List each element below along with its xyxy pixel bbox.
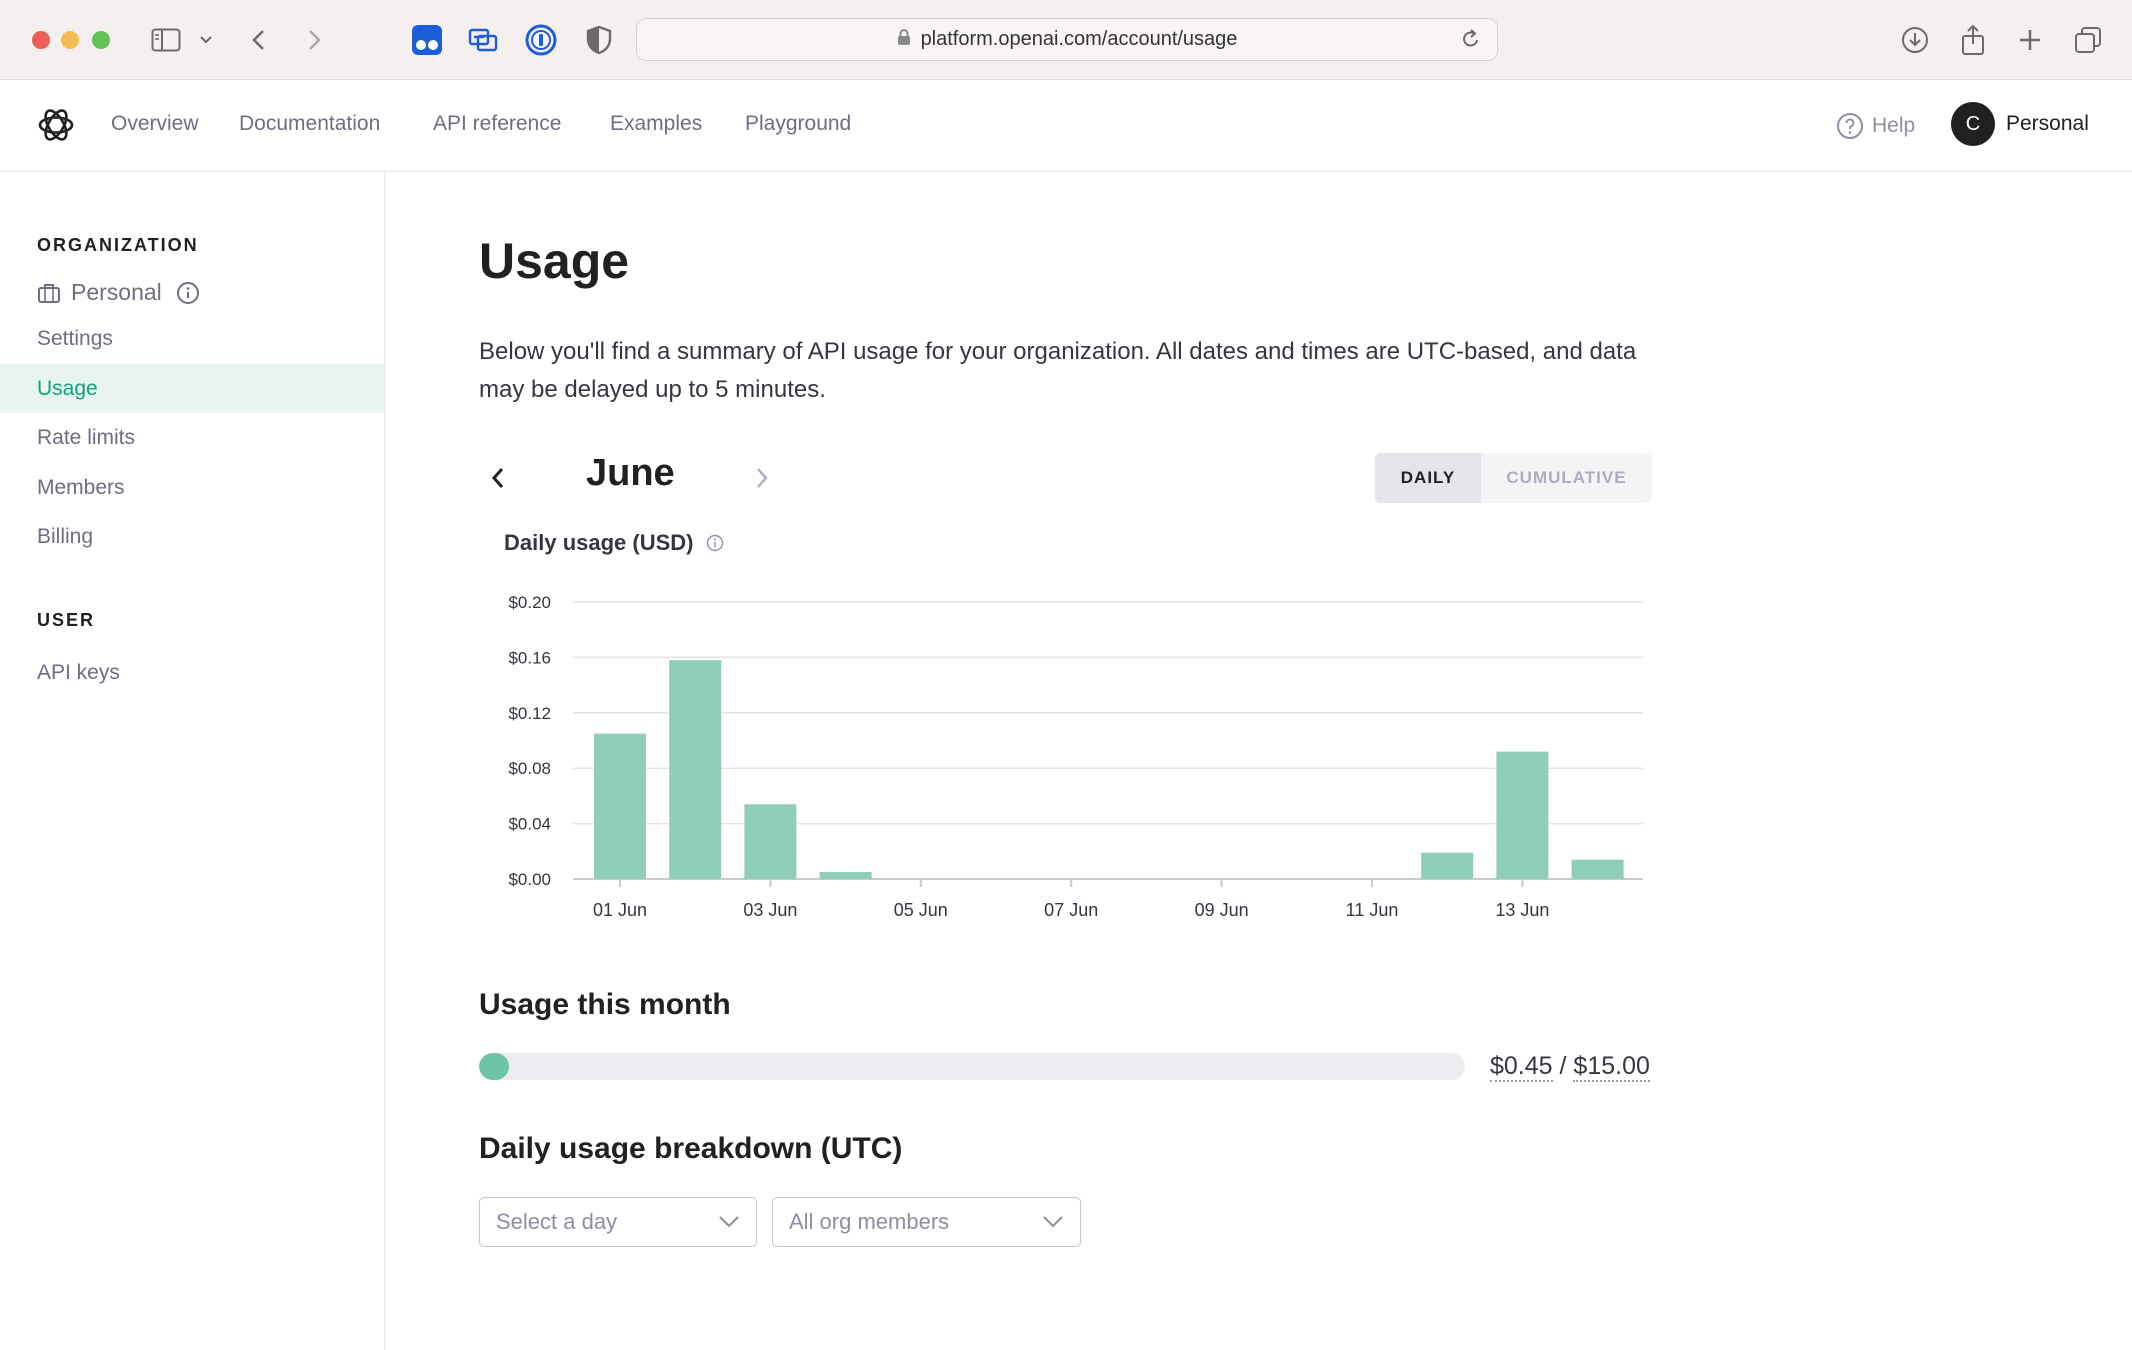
chart-bar (819, 872, 872, 879)
select-day-placeholder: Select a day (496, 1209, 618, 1234)
extension-bitwarden-icon[interactable] (410, 20, 444, 60)
nav-playground[interactable]: Playground (745, 112, 852, 135)
members-dropdown-value: All org members (789, 1209, 950, 1234)
lock-icon (897, 28, 911, 52)
sidebar-toggle-icon[interactable] (148, 20, 184, 60)
sidebar-item-rate-limits[interactable]: Rate limits (37, 425, 136, 449)
x-tick-label: 13 Jun (1495, 900, 1549, 920)
url-text: platform.openai.com/account/usage (920, 28, 1238, 50)
usage-progress-fill (479, 1053, 509, 1080)
window-zoom-button[interactable] (92, 31, 110, 49)
app-header: Overview Documentation API reference Exa… (0, 81, 2132, 172)
y-tick-label: $0.08 (508, 759, 551, 778)
chevron-left-icon (491, 468, 504, 488)
members-dropdown[interactable]: All org members (772, 1197, 1081, 1247)
x-tick-label: 03 Jun (743, 900, 797, 920)
nav-documentation[interactable]: Documentation (239, 112, 381, 135)
sidebar-item-members[interactable]: Members (37, 475, 125, 499)
x-tick-label: 09 Jun (1195, 900, 1249, 920)
daily-usage-chart: $0.00 $0.04 $0.08 $0.12 $0.16 $0.20 01 Jun 03 J… (508, 593, 1643, 920)
forward-arrow-icon[interactable] (299, 20, 329, 60)
address-bar[interactable]: platform.openai.com/account/usage (636, 18, 1498, 61)
month-label: June (586, 452, 675, 494)
nav-examples[interactable]: Examples (610, 112, 703, 135)
cumulative-toggle-button[interactable]: CUMULATIVE (1506, 468, 1627, 487)
chart-bar (1421, 852, 1474, 879)
chart-title: Daily usage (USD) (504, 530, 724, 556)
openai-logo-icon[interactable] (36, 105, 76, 145)
window-minimize-button[interactable] (61, 31, 79, 49)
usage-progress-bar (479, 1053, 1465, 1080)
page-description: Below you'll find a summary of API usage… (479, 338, 1637, 403)
daily-breakdown-title: Daily usage breakdown (UTC) (479, 1132, 903, 1165)
info-icon[interactable] (706, 534, 724, 552)
x-tick-label: 11 Jun (1346, 900, 1399, 920)
question-icon (1837, 113, 1863, 139)
usage-this-month-title: Usage this month (479, 988, 731, 1021)
y-tick-label: $0.20 (508, 593, 551, 612)
browser-toolbar: platform.openai.com/account/usage (0, 0, 2132, 80)
y-tick-label: $0.04 (508, 815, 551, 834)
usage-separator: / (1559, 1052, 1567, 1080)
extension-1password-icon[interactable] (524, 20, 558, 60)
x-tick-label: 07 Jun (1044, 900, 1098, 920)
x-tick-label: 05 Jun (894, 900, 948, 920)
chevron-down-icon[interactable] (196, 20, 216, 60)
chevron-down-icon (1043, 1216, 1063, 1228)
sidebar-org-name: Personal (71, 279, 162, 305)
chevron-right-icon (757, 468, 768, 488)
chart-bar (594, 733, 646, 879)
nav-api-reference[interactable]: API reference (433, 112, 562, 135)
x-tick-label: 01 Jun (593, 900, 647, 920)
y-tick-label: $0.16 (508, 648, 551, 667)
chart-bar (744, 804, 797, 879)
window-close-button[interactable] (32, 31, 50, 49)
view-toggle: DAILY CUMULATIVE (1375, 453, 1652, 503)
sidebar-item-billing[interactable]: Billing (37, 524, 94, 548)
usage-used-value[interactable]: $0.45 (1490, 1052, 1553, 1082)
chart-bar (669, 660, 722, 879)
chart-bar (1571, 859, 1624, 879)
page-title: Usage (479, 233, 630, 289)
share-icon[interactable] (1956, 20, 1990, 60)
chevron-down-icon (719, 1216, 739, 1228)
sidebar: ORGANIZATION Personal Settings Usage Rat… (0, 173, 385, 1350)
previous-month-button[interactable] (488, 463, 508, 498)
nav-overview[interactable]: Overview (111, 112, 199, 135)
sidebar-org-selector[interactable]: Personal (37, 279, 200, 306)
tab-overview-icon[interactable] (2070, 20, 2106, 60)
sidebar-item-api-keys[interactable]: API keys (37, 660, 120, 684)
new-tab-icon[interactable] (2013, 20, 2047, 60)
help-label: Help (1872, 114, 1916, 137)
account-name[interactable]: Personal (2006, 112, 2089, 135)
extension-shield-icon[interactable] (582, 20, 616, 60)
back-arrow-icon[interactable] (244, 20, 274, 60)
downloads-icon[interactable] (1898, 20, 1932, 60)
info-icon[interactable] (176, 281, 200, 305)
sidebar-item-usage[interactable]: Usage (0, 364, 384, 413)
chart-title-label: Daily usage (USD) (504, 530, 694, 555)
y-tick-label: $0.12 (508, 704, 551, 723)
sidebar-item-settings[interactable]: Settings (37, 326, 113, 350)
sidebar-heading-user: USER (37, 610, 96, 630)
usage-amount: $0.45 / $15.00 (1490, 1052, 1650, 1082)
daily-toggle-button[interactable]: DAILY (1375, 453, 1481, 503)
extension-translate-icon[interactable] (466, 20, 500, 60)
usage-limit-value[interactable]: $15.00 (1573, 1052, 1650, 1082)
avatar[interactable]: C (1951, 102, 1995, 146)
reload-icon[interactable] (1461, 28, 1481, 56)
sidebar-heading-organization: ORGANIZATION (37, 235, 199, 255)
briefcase-icon (38, 283, 60, 303)
help-button[interactable]: Help (1836, 112, 1915, 140)
select-day-dropdown[interactable]: Select a day (479, 1197, 757, 1247)
next-month-button[interactable] (752, 463, 772, 498)
y-tick-label: $0.00 (508, 870, 551, 889)
chart-bar (1496, 751, 1549, 879)
